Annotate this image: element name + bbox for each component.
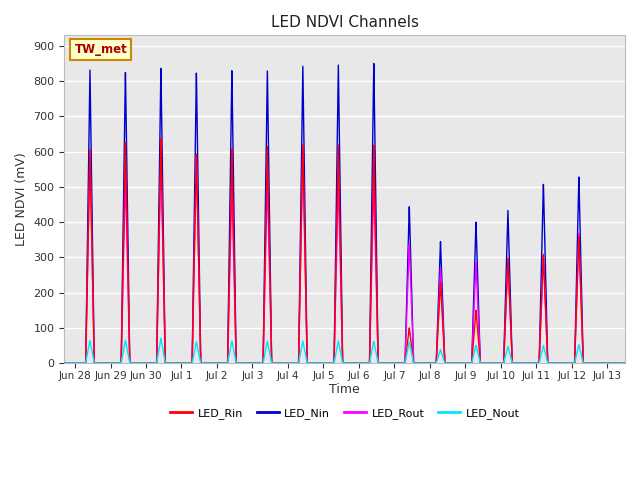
X-axis label: Time: Time xyxy=(330,384,360,396)
Text: TW_met: TW_met xyxy=(74,43,127,56)
Y-axis label: LED NDVI (mV): LED NDVI (mV) xyxy=(15,152,28,246)
Legend: LED_Rin, LED_Nin, LED_Rout, LED_Nout: LED_Rin, LED_Nin, LED_Rout, LED_Nout xyxy=(166,403,524,423)
Title: LED NDVI Channels: LED NDVI Channels xyxy=(271,15,419,30)
